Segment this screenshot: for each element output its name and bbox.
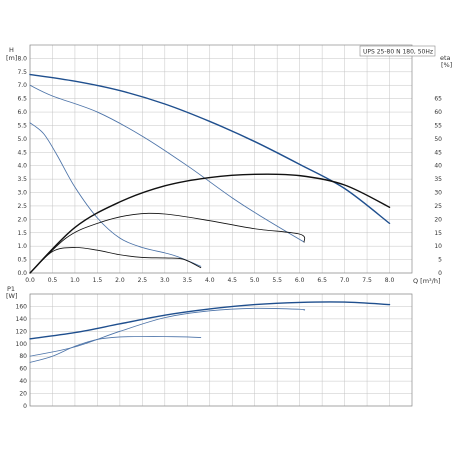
head-y-tick-label: 3.0 xyxy=(17,190,27,197)
head-curve-speed-1 xyxy=(29,122,202,267)
head-y-tick-label: 2.5 xyxy=(17,203,27,210)
eta-y-tick-label: 0 xyxy=(438,270,442,277)
head-y-tick-label: 2.0 xyxy=(17,216,27,223)
chart-title: UPS 25-80 N 180, 50Hz xyxy=(363,49,433,56)
head-y-tick-label: 3.5 xyxy=(17,176,27,183)
head-x-tick-label: 5.0 xyxy=(250,277,260,284)
head-x-tick-label: 1.5 xyxy=(93,277,103,284)
power-curve-speed-3 xyxy=(29,301,391,340)
eta-y-tick-label: 60 xyxy=(434,109,442,116)
head-y-tick-label: 7.5 xyxy=(17,69,27,76)
power-grid xyxy=(29,293,412,407)
head-axis-unit: [m] xyxy=(6,54,17,62)
power-y-tick-label: 140 xyxy=(16,316,28,323)
eta-y-tick-label: 40 xyxy=(434,163,442,170)
eta-y-tick-label: 45 xyxy=(434,149,442,156)
head-y-tick-labels: 0.0 0.5 1.0 1.5 2.0 2.5 3.0 3.5 4.0 4.5 5.0 5.5 6.0 6… xyxy=(17,55,27,277)
power-y-tick-label: 160 xyxy=(16,303,28,310)
head-x-tick-label: 6.0 xyxy=(295,277,305,284)
eta-y-tick-label: 65 xyxy=(434,96,442,103)
head-plot-frame xyxy=(29,44,413,274)
head-grid xyxy=(29,45,412,274)
head-y-tick-label: 4.5 xyxy=(17,149,27,156)
head-x-tick-label: 6.5 xyxy=(317,277,327,284)
head-y-tick-label: 1.0 xyxy=(17,243,27,250)
power-y-tick-label: 120 xyxy=(16,328,28,335)
chart-title-box xyxy=(359,45,436,57)
head-x-tick-label: 5.5 xyxy=(272,277,282,284)
head-x-tick-label: 7.5 xyxy=(362,277,372,284)
power-y-tick-label: 40 xyxy=(19,378,27,385)
eta-y-tick-label: 55 xyxy=(434,122,442,129)
eta-y-tick-labels: 0 5 10 15 20 25 30 35 40 45 50 55 60 65 xyxy=(434,96,442,277)
power-y-tick-label: 80 xyxy=(19,353,27,360)
head-y-tick-label: 6.5 xyxy=(17,96,27,103)
head-x-tick-label: 3.5 xyxy=(183,277,193,284)
eta-y-tick-label: 50 xyxy=(434,136,442,143)
power-plot-frame xyxy=(29,293,413,407)
power-curve-speed-2 xyxy=(29,307,306,357)
power-chart: 0 20 40 60 80 100 120 140 160 P1 [W] xyxy=(6,285,413,410)
power-y-tick-labels: 0 20 40 60 80 100 120 140 160 xyxy=(16,303,28,410)
head-series xyxy=(29,73,391,274)
head-x-tick-label: 1.0 xyxy=(70,277,80,284)
head-y-tick-label: 0.5 xyxy=(17,257,27,264)
head-x-tick-label: 8.0 xyxy=(385,277,395,284)
eta-y-tick-label: 30 xyxy=(434,190,442,197)
eta-y-tick-label: 25 xyxy=(434,203,442,210)
head-x-tick-label: 3.0 xyxy=(160,277,170,284)
head-y-tick-label: 6.0 xyxy=(17,109,27,116)
efficiency-curve-speed-3 xyxy=(29,173,391,274)
head-x-tick-label: 2.5 xyxy=(138,277,148,284)
eta-y-tick-label: 10 xyxy=(434,243,442,250)
power-y-tick-label: 100 xyxy=(16,341,28,348)
head-curve-speed-2 xyxy=(29,84,305,243)
head-y-tick-label: 8.0 xyxy=(17,55,27,62)
power-axis-unit: [W] xyxy=(6,292,18,300)
power-y-tick-label: 0 xyxy=(23,403,27,410)
power-y-tick-label: 20 xyxy=(19,391,27,398)
head-axis-label: H xyxy=(9,46,14,54)
head-y-tick-label: 0.0 xyxy=(17,270,27,277)
head-x-tick-label: 0.5 xyxy=(48,277,58,284)
head-x-tick-label: 4.5 xyxy=(227,277,237,284)
head-x-tick-label: 0.0 xyxy=(25,277,35,284)
head-chart: 0.0 0.5 1.0 1.5 2.0 2.5 3.0 3.5 4.0 4.5 5.0 5.5 6.0 6… xyxy=(6,44,452,285)
eta-axis-unit: [%] xyxy=(441,61,452,69)
eta-axis-label: eta xyxy=(440,54,451,62)
efficiency-curve-speed-1 xyxy=(29,247,202,274)
head-y-tick-label: 5.5 xyxy=(17,122,27,129)
head-y-tick-label: 7.0 xyxy=(17,82,27,89)
head-x-tick-label: 2.0 xyxy=(115,277,125,284)
head-x-tick-labels: 0.0 0.5 1.0 1.5 2.0 2.5 3.0 3.5 4.0 4.5 5.0 5.5 6.0 6… xyxy=(25,277,394,284)
eta-y-tick-label: 5 xyxy=(438,257,442,264)
power-y-tick-label: 60 xyxy=(19,366,27,373)
eta-y-tick-label: 15 xyxy=(434,230,442,237)
power-curve-speed-1 xyxy=(29,336,202,363)
power-axis-label: P1 xyxy=(7,285,15,293)
power-series xyxy=(29,301,391,363)
efficiency-curve-speed-2 xyxy=(29,212,306,274)
eta-y-tick-label: 35 xyxy=(434,176,442,183)
head-y-tick-label: 4.0 xyxy=(17,163,27,170)
eta-y-tick-label: 20 xyxy=(434,216,442,223)
head-x-tick-label: 4.0 xyxy=(205,277,215,284)
head-y-tick-label: 5.0 xyxy=(17,136,27,143)
head-x-tick-label: 7.0 xyxy=(340,277,350,284)
head-y-tick-label: 1.5 xyxy=(17,230,27,237)
flow-axis-label: Q [m³/h] xyxy=(413,277,441,285)
